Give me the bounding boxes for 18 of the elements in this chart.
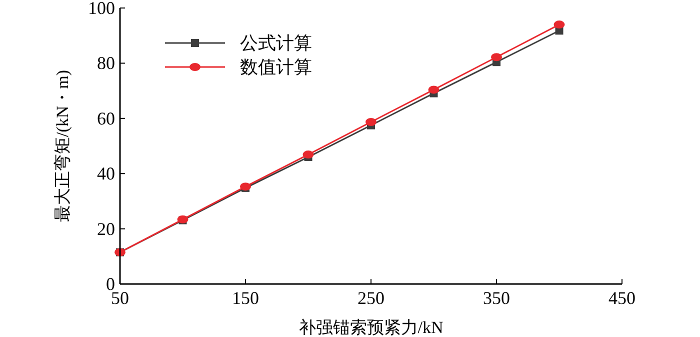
y-tick-label: 100 xyxy=(88,0,115,18)
legend-label: 公式计算 xyxy=(240,33,312,53)
legend-label: 数值计算 xyxy=(240,57,312,77)
y-tick-label: 20 xyxy=(97,218,115,239)
y-tick-label: 80 xyxy=(97,53,115,74)
point xyxy=(491,53,502,62)
x-tick-label: 350 xyxy=(483,288,510,308)
x-axis-title: 补强锚索预紧力/kN xyxy=(298,318,444,337)
x-tick-label: 150 xyxy=(232,288,259,308)
y-tick-label: 60 xyxy=(97,108,115,128)
point xyxy=(554,20,565,29)
y-axis-title: 最大正弯矩/(kN・m) xyxy=(53,70,72,222)
x-tick-label: 450 xyxy=(608,288,636,308)
y-tick-label: 40 xyxy=(97,164,115,184)
point xyxy=(366,118,376,126)
point xyxy=(302,150,314,159)
x-tick-label: 250 xyxy=(358,288,384,308)
point xyxy=(428,86,440,94)
